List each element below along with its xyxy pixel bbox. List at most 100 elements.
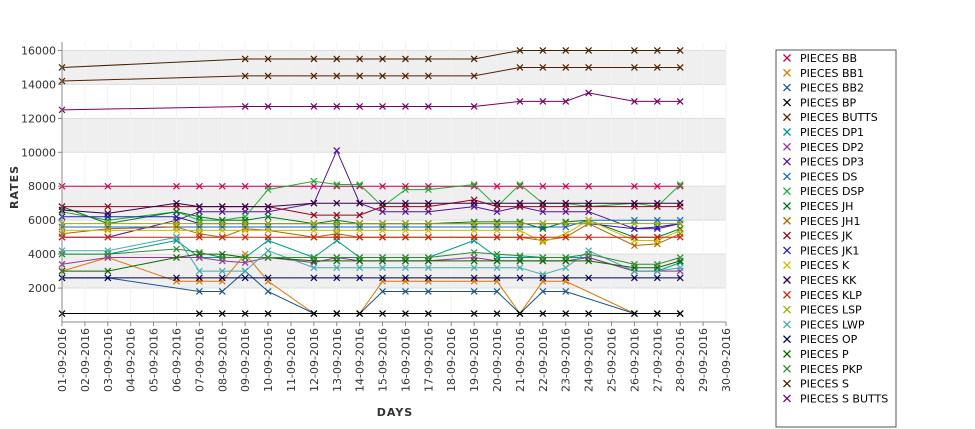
data-point [173, 254, 180, 261]
data-point [493, 250, 501, 258]
legend-marker [783, 305, 791, 314]
data-point [653, 233, 661, 241]
y-tick-label: 10000 [21, 146, 56, 159]
data-point [470, 288, 478, 295]
data-point [539, 199, 547, 207]
x-tick-label: 17-09-2016 [422, 328, 435, 392]
series-15 [58, 216, 684, 246]
data-point [241, 220, 249, 228]
legend-marker [783, 350, 791, 358]
data-point [379, 72, 386, 80]
legend-marker [783, 157, 791, 166]
series-lines [58, 47, 684, 317]
data-point [424, 199, 432, 207]
x-tick-label: 16-09-2016 [399, 328, 412, 392]
y-axis-title: RATES [8, 165, 21, 209]
data-point [470, 233, 478, 241]
legend-marker [783, 261, 791, 270]
data-point [402, 55, 409, 63]
data-point [264, 274, 272, 282]
data-point [470, 274, 478, 282]
data-point [310, 233, 318, 241]
data-point [264, 55, 272, 63]
x-tick-label: 12-09-2016 [308, 328, 321, 392]
data-point [630, 225, 638, 233]
data-point [218, 274, 226, 282]
data-point [333, 264, 341, 272]
legend-marker [783, 68, 791, 77]
data-point [333, 199, 341, 207]
data-point [585, 220, 593, 228]
legend-marker [783, 379, 791, 388]
data-point [630, 233, 638, 241]
data-point [516, 257, 524, 265]
data-point [424, 226, 432, 234]
x-tick-label: 23-09-2016 [560, 328, 573, 392]
data-point [630, 199, 638, 207]
x-tick-label: 03-09-2016 [102, 328, 115, 392]
legend-marker [783, 394, 791, 403]
data-point [424, 186, 432, 194]
y-tick-label: 4000 [28, 248, 56, 261]
data-point [264, 226, 272, 234]
data-point [493, 310, 501, 317]
data-point [379, 288, 386, 295]
data-point [653, 274, 661, 282]
data-point [585, 233, 593, 241]
data-point [630, 310, 638, 317]
legend-marker [783, 290, 791, 299]
series-16 [58, 199, 684, 217]
data-point [653, 97, 661, 105]
data-point [379, 220, 386, 228]
data-point [585, 274, 593, 282]
data-point [333, 72, 341, 80]
plot-band [62, 254, 726, 289]
data-point [356, 211, 364, 219]
data-point [379, 233, 386, 241]
legend-frame [775, 49, 897, 428]
data-point [333, 211, 341, 219]
data-point [333, 103, 341, 110]
data-point [493, 257, 501, 265]
data-point [470, 248, 478, 256]
legend-label: PIECES JK1 [800, 244, 859, 257]
data-point [104, 220, 112, 228]
data-point [104, 267, 112, 275]
data-point [379, 264, 386, 272]
series-line [61, 202, 681, 214]
data-point [310, 226, 318, 234]
data-point [539, 254, 547, 261]
data-point [310, 310, 318, 317]
data-point [402, 186, 409, 194]
data-point [379, 55, 386, 63]
legend-label: PIECES BB2 [800, 82, 864, 95]
data-point [585, 64, 593, 71]
data-point [562, 47, 570, 54]
data-point [539, 233, 547, 241]
legend-label: PIECES DP3 [800, 156, 864, 169]
legend-label: PIECES JH [800, 200, 853, 213]
data-point [493, 274, 501, 282]
data-point [516, 252, 524, 260]
data-point [562, 97, 570, 105]
data-point [470, 72, 478, 80]
x-tick-label: 22-09-2016 [537, 328, 550, 392]
series-line [62, 248, 681, 265]
legend-label: PIECES S BUTTS [800, 392, 888, 405]
x-tick-label: 01-09-2016 [56, 328, 69, 392]
data-point [676, 97, 684, 105]
data-point [241, 182, 249, 190]
data-point [516, 182, 524, 190]
data-point [356, 254, 364, 261]
x-tick-label: 13-09-2016 [331, 328, 344, 392]
x-tick-label: 10-09-2016 [262, 328, 275, 392]
data-point [310, 177, 318, 185]
data-point [630, 64, 638, 71]
x-tick-label: 18-09-2016 [445, 328, 458, 392]
data-point [173, 226, 180, 234]
y-tick-label: 12000 [21, 112, 56, 125]
data-point [195, 274, 203, 282]
data-point [333, 233, 341, 241]
data-point [424, 55, 432, 63]
data-point [241, 72, 249, 80]
